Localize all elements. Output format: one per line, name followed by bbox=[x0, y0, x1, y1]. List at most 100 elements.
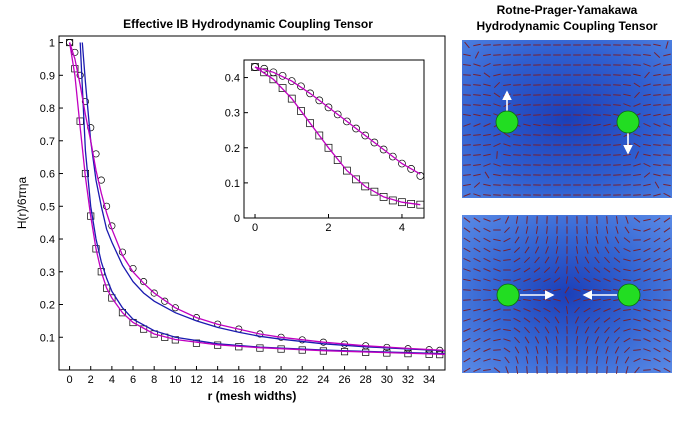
field-vector bbox=[463, 268, 471, 272]
field-vector bbox=[525, 346, 529, 354]
point-circle bbox=[171, 304, 179, 312]
field-vector bbox=[574, 316, 580, 324]
point-circle bbox=[343, 117, 351, 126]
field-vector bbox=[473, 164, 481, 166]
field-vector bbox=[564, 286, 570, 294]
field-vector bbox=[504, 216, 510, 224]
field-vector bbox=[614, 336, 620, 344]
field-vector bbox=[473, 299, 481, 301]
field-vector bbox=[663, 257, 671, 263]
field-vector bbox=[633, 217, 641, 223]
point-circle bbox=[278, 71, 287, 80]
point-circle bbox=[103, 202, 111, 210]
field-vector bbox=[483, 183, 491, 187]
field-vector bbox=[654, 181, 660, 189]
field-vector bbox=[483, 308, 491, 312]
field-vector bbox=[463, 113, 471, 117]
x-tick-label: 20 bbox=[275, 374, 287, 386]
field-vector bbox=[503, 174, 511, 176]
field-vector bbox=[463, 193, 471, 197]
point-circle bbox=[416, 172, 424, 180]
field-vector bbox=[634, 91, 640, 99]
field-vector bbox=[493, 142, 501, 148]
field-vector bbox=[595, 236, 599, 244]
field-vector bbox=[643, 348, 651, 352]
field-vector bbox=[463, 84, 471, 86]
field-vector bbox=[633, 82, 641, 88]
field-vector bbox=[653, 52, 661, 58]
field-vector bbox=[493, 133, 501, 137]
field-vector bbox=[525, 226, 529, 234]
field-vector bbox=[525, 356, 529, 364]
field-vector bbox=[613, 317, 621, 323]
field-vector bbox=[473, 144, 481, 146]
field-vector bbox=[483, 123, 491, 127]
field-vector bbox=[633, 174, 641, 176]
field-vector bbox=[643, 143, 651, 147]
point-square bbox=[269, 75, 278, 84]
field-vector bbox=[633, 184, 641, 186]
field-vector bbox=[585, 236, 589, 244]
field-vector bbox=[585, 246, 589, 254]
field-vector bbox=[633, 349, 641, 351]
point-circle bbox=[361, 131, 370, 140]
point-square bbox=[297, 107, 305, 115]
y-tick-label: 0.1 bbox=[225, 178, 240, 190]
field-vector bbox=[575, 256, 579, 264]
point-circle bbox=[324, 103, 333, 112]
right-title-line2: Hydrodynamic Coupling Tensor bbox=[476, 19, 657, 33]
field-vector bbox=[504, 226, 510, 234]
field-vector bbox=[555, 336, 559, 344]
field-vector bbox=[603, 298, 611, 302]
field-vector bbox=[663, 337, 671, 343]
field-vector bbox=[566, 316, 568, 324]
series-line-magenta-2 bbox=[254, 66, 421, 175]
field-vector bbox=[473, 104, 481, 106]
field-vector bbox=[543, 316, 551, 324]
x-axis-label: r (mesh widths) bbox=[208, 389, 297, 403]
field-vector bbox=[553, 277, 561, 283]
field-vector bbox=[493, 64, 501, 66]
field-vector bbox=[533, 267, 541, 273]
field-vector bbox=[643, 44, 651, 46]
field-vector bbox=[493, 328, 501, 332]
field-vector bbox=[643, 183, 651, 187]
field-vector bbox=[613, 154, 621, 156]
field-vector bbox=[633, 64, 641, 66]
field-vector bbox=[623, 279, 631, 281]
field-vector bbox=[623, 132, 631, 138]
field-vector bbox=[484, 171, 490, 179]
field-vector bbox=[663, 134, 671, 136]
field-vector bbox=[473, 357, 481, 363]
field-vector bbox=[514, 336, 520, 344]
field-vector bbox=[533, 289, 541, 291]
field-vector bbox=[503, 338, 511, 342]
field-vector bbox=[473, 289, 481, 291]
field-vector bbox=[493, 173, 501, 177]
field-vector bbox=[603, 114, 611, 116]
field-vector bbox=[663, 84, 671, 86]
field-vector bbox=[493, 258, 501, 262]
field-vector bbox=[583, 307, 591, 313]
field-vector bbox=[543, 289, 551, 291]
field-vector bbox=[533, 278, 541, 282]
field-vector bbox=[653, 237, 661, 243]
field-vector bbox=[463, 94, 471, 96]
right-title-line1: Rotne-Prager-Yamakawa bbox=[497, 3, 638, 17]
field-vector bbox=[623, 174, 631, 176]
field-vector bbox=[493, 163, 501, 167]
field-vector bbox=[615, 356, 619, 364]
field-vector bbox=[614, 346, 620, 354]
field-vector bbox=[526, 366, 528, 374]
field-vector bbox=[515, 366, 519, 374]
field-vector bbox=[624, 226, 630, 234]
field-vector bbox=[473, 63, 481, 67]
field-vector bbox=[643, 237, 651, 243]
field-vector bbox=[575, 326, 579, 334]
field-vector bbox=[473, 73, 481, 77]
field-vector bbox=[663, 308, 671, 312]
field-vector bbox=[576, 346, 578, 354]
field-vector bbox=[554, 316, 560, 324]
field-vector bbox=[515, 226, 519, 234]
field-vector bbox=[663, 217, 671, 223]
